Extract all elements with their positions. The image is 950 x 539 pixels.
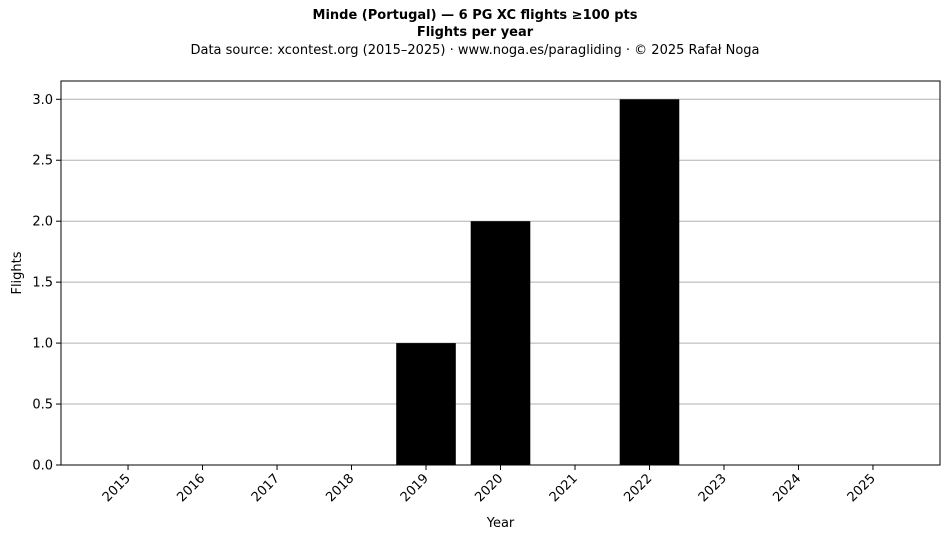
x-tick-label: 2021 — [547, 471, 581, 505]
bars — [396, 99, 680, 466]
bar-2019 — [396, 343, 456, 465]
x-tick-label: 2020 — [472, 471, 506, 505]
x-tick-label: 2015 — [100, 471, 134, 505]
bar-2020 — [470, 221, 531, 465]
x-tick-label: 2018 — [323, 471, 357, 505]
x-tick-label: 2017 — [249, 471, 283, 505]
y-axis-ticks: 0.0 0.5 1.0 1.5 2.0 2.5 3.0 — [32, 93, 61, 474]
y-tick-label: 2.5 — [32, 154, 53, 169]
x-tick-label: 2016 — [174, 471, 208, 505]
x-tick-label: 2022 — [621, 471, 655, 505]
y-tick-label: 1.0 — [32, 337, 53, 352]
x-tick-label: 2025 — [845, 471, 879, 505]
x-axis-ticks: 2015 2016 2017 2018 2019 2020 2021 2022 2023 2024… — [100, 465, 879, 505]
x-tick-label: 2024 — [770, 471, 804, 505]
x-axis-label: Year — [486, 516, 515, 531]
bar-2022 — [619, 99, 680, 466]
y-tick-label: 0.0 — [32, 459, 53, 474]
x-tick-label: 2023 — [696, 471, 730, 505]
y-tick-label: 3.0 — [32, 93, 53, 108]
chart-title: Minde (Portugal) — 6 PG XC flights ≥100 … — [312, 8, 638, 23]
x-tick-label: 2019 — [398, 471, 432, 505]
y-axis-label: Flights — [10, 251, 25, 294]
y-tick-label: 0.5 — [32, 398, 53, 413]
chart-source-line: Data source: xcontest.org (2015–2025) · … — [190, 43, 760, 58]
y-tick-label: 2.0 — [32, 215, 53, 230]
y-tick-label: 1.5 — [32, 276, 53, 291]
chart-subtitle: Flights per year — [416, 25, 534, 40]
